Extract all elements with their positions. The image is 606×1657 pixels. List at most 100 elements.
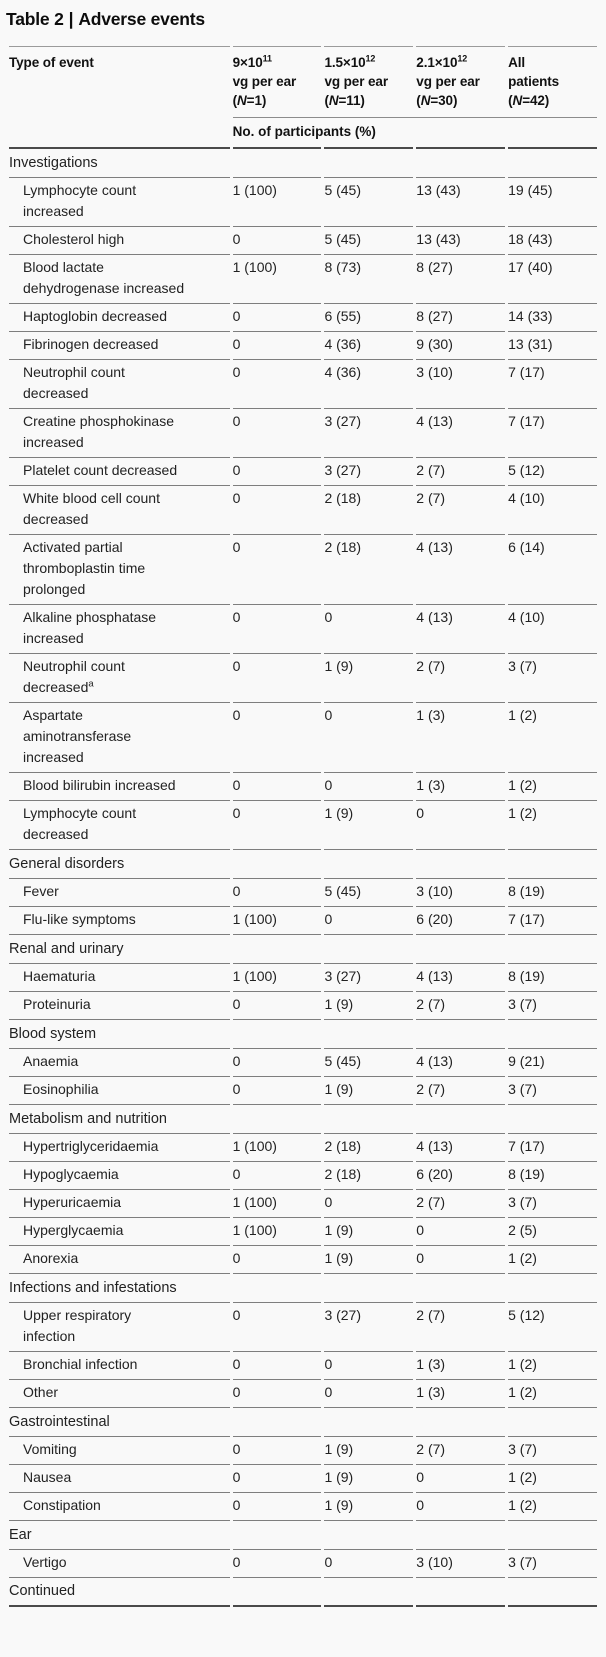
count-cell: 2 (7) bbox=[416, 1189, 506, 1217]
adverse-event-row: Blood lactate dehydrogenase increased 1 (… bbox=[9, 254, 597, 303]
adverse-event-row: Constipation 0 1 (9) 0 1 (2) bbox=[9, 1492, 597, 1520]
count-cell: 1 (9) bbox=[324, 1217, 414, 1245]
count-cell: 3 (27) bbox=[324, 1302, 414, 1351]
count-cell: 1 (9) bbox=[324, 1245, 414, 1273]
event-name-cell: Creatine phosphokinase increased bbox=[9, 408, 230, 457]
dose-unit: vg per ear bbox=[232, 74, 297, 89]
count-cell: 3 (10) bbox=[416, 878, 506, 906]
count-cell: 6 (20) bbox=[416, 906, 506, 934]
count-cell: 4 (13) bbox=[416, 604, 506, 653]
adverse-event-row: Alkaline phosphatase increased 0 0 4 (13) 4 … bbox=[9, 604, 597, 653]
count-cell: 2 (7) bbox=[416, 653, 506, 702]
count-cell: 0 bbox=[232, 534, 322, 604]
count-cell: 3 (7) bbox=[508, 1549, 597, 1577]
section-header-cell bbox=[508, 1273, 597, 1302]
count-cell: 0 bbox=[416, 800, 506, 849]
count-cell: 2 (18) bbox=[324, 1161, 414, 1189]
count-cell: 7 (17) bbox=[508, 359, 597, 408]
event-name-cell: Anorexia bbox=[9, 1245, 230, 1273]
count-cell: 1 (3) bbox=[416, 772, 506, 800]
adverse-event-row: Platelet count decreased 0 3 (27) 2 (7) 5 (1… bbox=[9, 457, 597, 485]
adverse-event-row: Hyperuricaemia 1 (100) 0 2 (7) 3 (7) bbox=[9, 1189, 597, 1217]
event-name-cell: Fibrinogen decreased bbox=[9, 331, 230, 359]
event-name-cell: Haematuria bbox=[9, 963, 230, 991]
count-cell: 3 (27) bbox=[324, 457, 414, 485]
count-cell: 5 (45) bbox=[324, 878, 414, 906]
event-name-cell: Hyperuricaemia bbox=[9, 1189, 230, 1217]
continued-cell bbox=[416, 1577, 506, 1607]
adverse-event-row: Neutrophil count decreaseda 0 1 (9) 2 (7) 3 … bbox=[9, 653, 597, 702]
continued-cell bbox=[324, 1577, 414, 1607]
count-cell: 13 (43) bbox=[416, 177, 506, 226]
count-cell: 1 (100) bbox=[232, 254, 322, 303]
table-number: Table 2 bbox=[6, 9, 64, 29]
group-size: (N=1) bbox=[232, 93, 267, 108]
count-cell: 0 bbox=[232, 1048, 322, 1076]
adverse-event-row: Activated partial thromboplastin time pr… bbox=[9, 534, 597, 604]
event-name-cell: Anaemia bbox=[9, 1048, 230, 1076]
participants-subheader: No. of participants (%) bbox=[232, 117, 597, 147]
count-cell: 0 bbox=[416, 1217, 506, 1245]
title-separator: | bbox=[68, 9, 74, 29]
section-header-label: Infections and infestations bbox=[9, 1273, 230, 1302]
count-cell: 5 (45) bbox=[324, 177, 414, 226]
count-cell: 4 (36) bbox=[324, 331, 414, 359]
event-name-cell: Nausea bbox=[9, 1464, 230, 1492]
count-cell: 8 (19) bbox=[508, 963, 597, 991]
adverse-event-row: Anorexia 0 1 (9) 0 1 (2) bbox=[9, 1245, 597, 1273]
dose-column-header-1: 9×1011 vg per ear (N=1) bbox=[232, 46, 322, 117]
adverse-event-row: Lymphocyte count increased 1 (100) 5 (45) 1… bbox=[9, 177, 597, 226]
adverse-event-row: Hyperglycaemia 1 (100) 1 (9) 0 2 (5) bbox=[9, 1217, 597, 1245]
count-cell: 0 bbox=[232, 303, 322, 331]
section-header-label: Investigations bbox=[9, 147, 230, 177]
dose-column-header-3: 2.1×1012 vg per ear (N=30) bbox=[416, 46, 506, 117]
adverse-event-row: Fibrinogen decreased 0 4 (36) 9 (30) 13 (31) bbox=[9, 331, 597, 359]
count-cell: 1 (9) bbox=[324, 1492, 414, 1520]
dose-unit: vg per ear bbox=[416, 74, 480, 89]
adverse-event-row: Proteinuria 0 1 (9) 2 (7) 3 (7) bbox=[9, 991, 597, 1019]
section-header-cell bbox=[232, 849, 322, 878]
count-cell: 2 (7) bbox=[416, 1302, 506, 1351]
count-cell: 4 (13) bbox=[416, 408, 506, 457]
count-cell: 0 bbox=[232, 702, 322, 772]
count-cell: 1 (100) bbox=[232, 1217, 322, 1245]
count-cell: 0 bbox=[232, 485, 322, 534]
count-cell: 0 bbox=[232, 1379, 322, 1407]
count-cell: 2 (5) bbox=[508, 1217, 597, 1245]
event-name-cell: Upper respiratory infection bbox=[9, 1302, 230, 1351]
count-cell: 5 (45) bbox=[324, 226, 414, 254]
adverse-event-row: Lymphocyte count decreased 0 1 (9) 0 1 (2) bbox=[9, 800, 597, 849]
section-header-row: Investigations bbox=[9, 147, 597, 177]
count-cell: 3 (7) bbox=[508, 653, 597, 702]
dose-unit: vg per ear bbox=[324, 74, 388, 89]
event-name-cell: Lymphocyte count increased bbox=[9, 177, 230, 226]
count-cell: 1 (2) bbox=[508, 1379, 597, 1407]
section-header-cell bbox=[232, 1019, 322, 1048]
event-name-cell: Flu-like symptoms bbox=[9, 906, 230, 934]
count-cell: 0 bbox=[232, 1351, 322, 1379]
section-header-row: Gastrointestinal bbox=[9, 1407, 597, 1436]
section-header-row: General disorders bbox=[9, 849, 597, 878]
subheader-spacer bbox=[9, 117, 230, 147]
count-cell: 0 bbox=[324, 702, 414, 772]
section-header-cell bbox=[232, 1273, 322, 1302]
group-size: (N=11) bbox=[324, 93, 365, 108]
adverse-event-row: Anaemia 0 5 (45) 4 (13) 9 (21) bbox=[9, 1048, 597, 1076]
adverse-event-row: Flu-like symptoms 1 (100) 0 6 (20) 7 (17) bbox=[9, 906, 597, 934]
subheader-row: No. of participants (%) bbox=[9, 117, 597, 147]
count-cell: 6 (55) bbox=[324, 303, 414, 331]
count-cell: 1 (100) bbox=[232, 906, 322, 934]
section-header-cell bbox=[508, 1407, 597, 1436]
adverse-event-row: Bronchial infection 0 0 1 (3) 1 (2) bbox=[9, 1351, 597, 1379]
dose-amount: 1.5×1012 bbox=[324, 53, 376, 70]
adverse-event-row: Fever 0 5 (45) 3 (10) 8 (19) bbox=[9, 878, 597, 906]
count-cell: 1 (3) bbox=[416, 1379, 506, 1407]
adverse-event-row: Aspartate aminotransferase increased 0 0 1 … bbox=[9, 702, 597, 772]
count-cell: 3 (7) bbox=[508, 1076, 597, 1104]
count-cell: 0 bbox=[232, 359, 322, 408]
section-header-cell bbox=[324, 1520, 414, 1549]
adverse-event-row: Vomiting 0 1 (9) 2 (7) 3 (7) bbox=[9, 1436, 597, 1464]
event-name-cell: Other bbox=[9, 1379, 230, 1407]
count-cell: 17 (40) bbox=[508, 254, 597, 303]
count-cell: 3 (10) bbox=[416, 359, 506, 408]
